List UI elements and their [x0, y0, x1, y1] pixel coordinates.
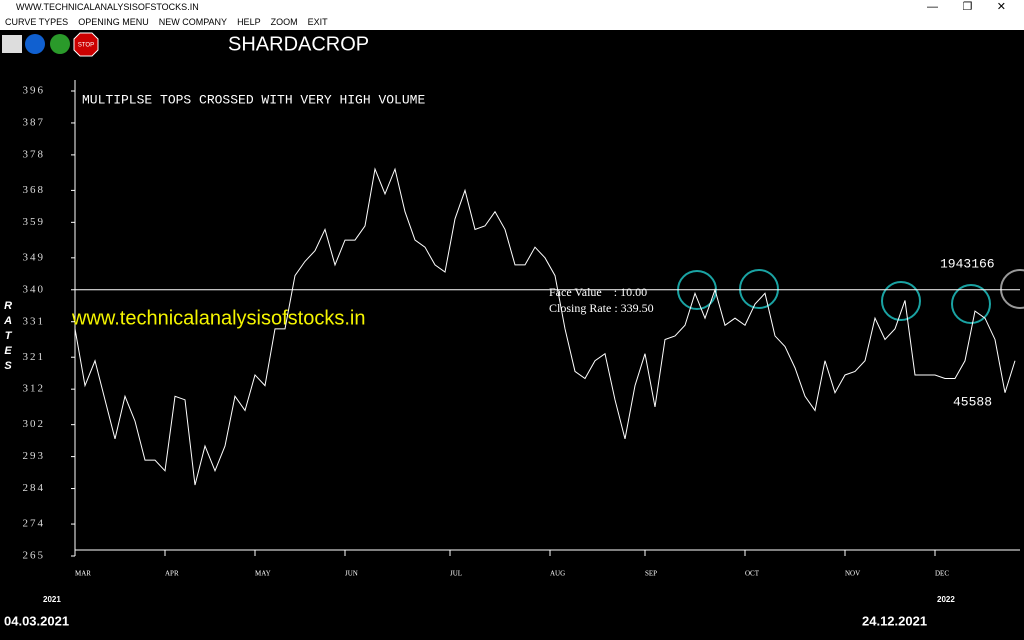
window-title: WWW.TECHNICALANALYSISOFSTOCKS.IN [16, 2, 199, 12]
y-tick-label: 387 [23, 116, 46, 128]
x-tick-label: SEP [645, 570, 657, 578]
help-icon[interactable] [50, 34, 70, 54]
title-bar: WWW.TECHNICALANALYSISOFSTOCKS.IN — ❐ ✕ [0, 0, 1024, 15]
face-value: Face Value : 10.00 [549, 285, 647, 299]
menu-item[interactable]: HELP [237, 17, 261, 27]
volume-low: 45588 [953, 394, 992, 409]
plus-icon[interactable] [25, 34, 45, 54]
x-tick-label: NOV [845, 570, 860, 578]
top-markers [677, 269, 1024, 324]
menu-item[interactable]: OPENING MENU [78, 17, 149, 27]
menu-bar: CURVE TYPES OPENING MENU NEW COMPANY HELP ZO… [0, 15, 1024, 30]
x-tick-label: AUG [550, 570, 565, 578]
y-tick-label: 312 [23, 383, 46, 395]
x-tick-label: MAR [75, 570, 91, 578]
stop-label: STOP [78, 43, 94, 49]
volume-high: 1943166 [940, 256, 995, 271]
y-tick-label: 340 [23, 283, 46, 295]
stop-icon[interactable] [73, 32, 99, 57]
x-tick-label: JUL [450, 570, 462, 578]
menu-item[interactable]: CURVE TYPES [5, 17, 69, 27]
x-tick-label: OCT [745, 570, 760, 578]
y-tick-label: 396 [23, 85, 46, 97]
y-tick-label: 321 [23, 351, 46, 363]
closing-rate: Closing Rate : 339.50 [549, 301, 654, 315]
y-tick-label: 378 [23, 148, 46, 160]
y-tick-label: 293 [23, 450, 46, 462]
toolbar[interactable]: STOP [2, 32, 99, 57]
year-label: 2022 [937, 595, 955, 604]
year-label: 2021 [43, 595, 61, 604]
top-marker [881, 281, 921, 321]
y-tick-label: 331 [23, 315, 46, 327]
end-date: 24.12.2021 [862, 613, 927, 628]
price-line [74, 167, 1016, 486]
menu-item[interactable]: ZOOM [270, 17, 298, 27]
x-tick-label: APR [165, 570, 179, 578]
y-tick-label: 302 [23, 418, 46, 430]
book-icon[interactable] [2, 35, 22, 53]
annotation: MULTIPLSE TOPS CROSSED WITH VERY HIGH VO… [82, 92, 425, 107]
x-tick-label: DEC [935, 570, 949, 578]
start-date: 04.03.2021 [4, 613, 69, 628]
top-marker [1000, 269, 1024, 309]
y-tick-label: 368 [23, 184, 46, 196]
top-marker [951, 284, 991, 324]
y-tick-label: 265 [23, 550, 46, 562]
menu-item[interactable]: EXIT [307, 17, 328, 27]
top-marker [739, 269, 779, 309]
y-tick-label: 274 [23, 518, 46, 530]
window-controls[interactable]: — ❐ ✕ [927, 1, 1006, 13]
y-tick-label: 359 [23, 216, 46, 228]
x-tick-label: MAY [255, 570, 271, 578]
chart-title: SHARDACROP [228, 33, 369, 55]
menu-item[interactable]: NEW COMPANY [158, 17, 228, 27]
y-tick-label: 284 [23, 482, 46, 494]
x-tick-label: JUN [345, 570, 358, 578]
y-axis-label: RATES [2, 300, 14, 375]
watermark: www.technicalanalysisofstocks.in [71, 307, 365, 329]
y-tick-label: 349 [23, 251, 46, 263]
